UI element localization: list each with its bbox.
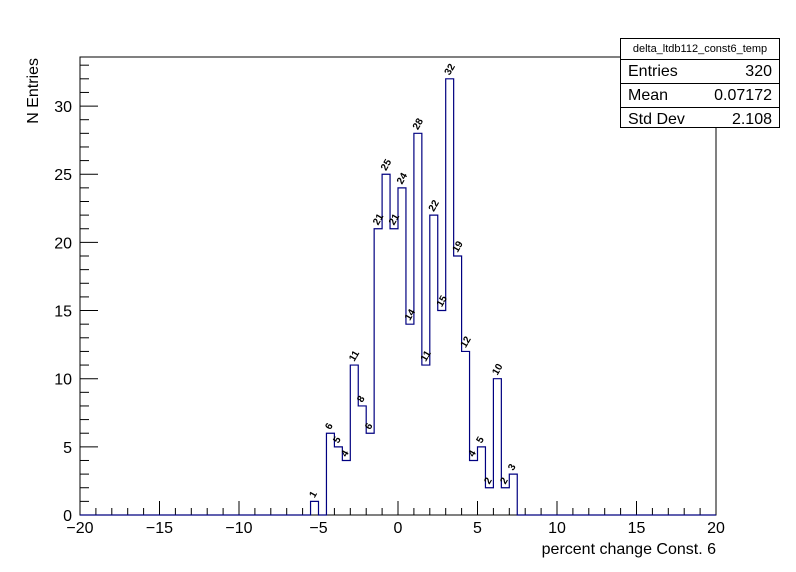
bin-value-label: 22 [427, 198, 442, 214]
stats-row-stddev: Std Dev 2.108 [621, 107, 779, 131]
bin-value-label: 25 [379, 157, 394, 173]
x-tick-label: 10 [548, 520, 566, 537]
bin-value-label: 6 [323, 421, 336, 432]
bin-value-label: 2 [482, 476, 495, 487]
stats-value: 320 [745, 62, 772, 80]
x-tick-label: 15 [628, 520, 646, 537]
bin-value-label: 11 [347, 349, 362, 364]
stats-title: delta_ltdb112_const6_temp [621, 39, 779, 60]
stats-label: Mean [628, 86, 669, 104]
bin-value-label: 12 [459, 334, 474, 350]
bin-value-label: 11 [419, 349, 434, 364]
bin-value-label: 14 [403, 307, 418, 323]
stats-label: Entries [628, 62, 678, 80]
x-tick-label: 0 [394, 520, 403, 537]
x-tick-label: 5 [473, 520, 482, 537]
bin-value-label: 6 [363, 421, 376, 432]
y-tick-label: 25 [54, 167, 72, 184]
x-tick-label: −20 [66, 520, 93, 537]
bin-value-label: 1 [308, 489, 321, 500]
bin-value-label: 28 [411, 116, 426, 132]
stats-box: delta_ltdb112_const6_temp Entries 320 Me… [620, 38, 780, 128]
x-tick-label: −5 [309, 520, 327, 537]
y-tick-label: 10 [54, 372, 72, 389]
x-axis-label: percent change Const. 6 [542, 541, 716, 558]
stats-row-entries: Entries 320 [621, 60, 779, 83]
bin-value-label: 21 [387, 212, 402, 228]
y-tick-label: 0 [63, 508, 72, 525]
stats-row-mean: Mean 0.07172 [621, 83, 779, 107]
x-tick-label: −15 [146, 520, 173, 537]
y-tick-label: 30 [54, 99, 72, 116]
bin-value-label: 32 [443, 62, 458, 78]
bin-value-label: 24 [395, 171, 410, 187]
y-axis-label: N Entries [25, 58, 42, 124]
stats-value: 0.07172 [714, 86, 772, 104]
bin-value-label: 3 [506, 462, 519, 473]
histogram-outline [80, 78, 716, 516]
y-tick-label: 20 [54, 235, 72, 252]
stats-value: 2.108 [731, 110, 772, 128]
bin-value-label: 10 [490, 362, 505, 378]
bin-value-label: 4 [339, 448, 352, 459]
bin-value-label: 4 [467, 448, 480, 459]
bin-value-label: 19 [451, 239, 466, 255]
bin-value-label: 5 [475, 435, 488, 446]
bin-value-label: 15 [435, 294, 450, 310]
bin-value-label: 21 [371, 212, 386, 228]
y-tick-label: 5 [63, 440, 72, 457]
stats-label: Std Dev [628, 110, 685, 128]
bin-value-label: 2 [498, 476, 511, 487]
y-tick-label: 15 [54, 304, 72, 321]
x-tick-label: 20 [707, 520, 725, 537]
bin-value-label: 5 [331, 435, 344, 446]
x-tick-label: −10 [225, 520, 252, 537]
bin-value-label: 8 [355, 394, 368, 405]
